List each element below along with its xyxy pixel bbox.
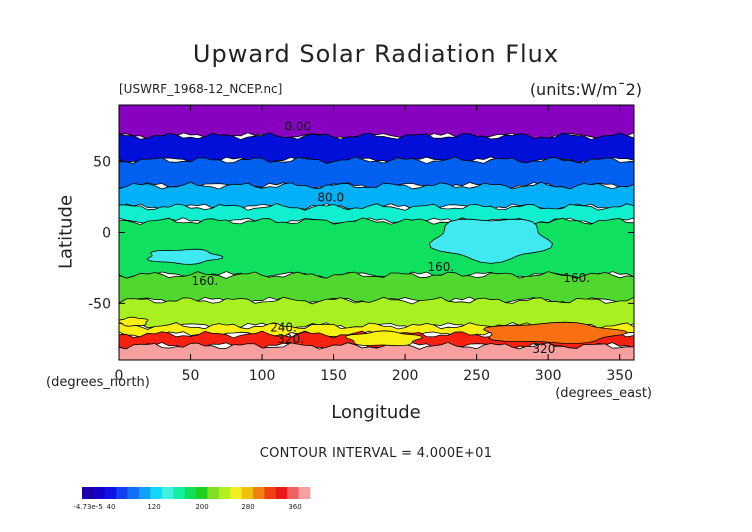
units-label: (units:W/m¯2)	[529, 80, 642, 99]
heatmap-patch	[482, 321, 628, 344]
colorbar-swatch	[196, 487, 208, 499]
contour-label: 160.	[428, 260, 455, 274]
colorbar-swatch	[93, 487, 106, 499]
colorbar-swatch	[139, 487, 151, 499]
colorbar-tick-label: 40	[107, 503, 116, 511]
heatmap-patch	[146, 248, 224, 265]
plot-area: 0.00 80.0 160. 160. 160. 240.320. 320	[119, 105, 634, 360]
heatmap-band	[119, 217, 634, 279]
colorbar-swatch	[298, 487, 311, 499]
file-identifier: [USWRF_1968-12_NCEP.nc]	[119, 82, 283, 96]
x-tick-label: 200	[392, 368, 419, 384]
contour-label: 320	[532, 342, 555, 356]
colorbar-swatch	[173, 487, 185, 499]
colorbar-tick-label: 200	[195, 503, 208, 511]
colorbar-tick-label: 120	[147, 503, 160, 511]
colorbar-tick-label: 280	[241, 503, 254, 511]
colorbar-swatch	[218, 487, 231, 499]
heatmap-band	[119, 132, 634, 165]
contour-label: 160.	[191, 274, 218, 288]
x-tick-label: 250	[463, 368, 490, 384]
colorbar-swatch	[127, 487, 140, 499]
contour-interval-text: CONTOUR INTERVAL = 4.000E+01	[259, 446, 493, 461]
chart-title: Upward Solar Radiation Flux	[192, 40, 560, 68]
colorbar-swatch	[275, 487, 288, 499]
x-axis-units: (degrees_east)	[555, 386, 652, 401]
colorbar-swatch	[253, 487, 265, 499]
colorbar-swatch	[230, 487, 242, 499]
colorbar-swatch	[241, 487, 254, 499]
colorbar-swatch	[184, 487, 197, 499]
colorbar-tick-label: -4.73e-5	[73, 503, 102, 511]
heatmap-band	[119, 322, 634, 339]
colorbar-tick-label: 360	[288, 503, 301, 511]
y-tick-label: -50	[88, 296, 111, 312]
colorbar-swatch	[161, 487, 174, 499]
x-tick-label: 50	[182, 368, 200, 384]
contour-label: 0.00	[284, 120, 311, 134]
contour-label: 320.	[277, 332, 304, 346]
contour-label: 80.0	[317, 190, 344, 204]
heatmap-patch	[428, 218, 553, 264]
heatmap-patch	[345, 330, 424, 347]
y-tick-label: 50	[93, 155, 111, 171]
x-tick-label: 150	[320, 368, 347, 384]
x-axis-label: Longitude	[331, 402, 421, 423]
colorbar-swatch	[104, 487, 117, 499]
x-tick-label: 350	[606, 368, 633, 384]
colorbar-swatch	[116, 487, 128, 499]
x-axis-sublabel: (degrees_north)	[46, 375, 150, 390]
x-tick-label: 100	[249, 368, 276, 384]
colorbar-swatch	[207, 487, 220, 499]
contour-label: 160.	[563, 271, 590, 285]
colorbar-swatch	[82, 487, 94, 499]
heatmap-band	[119, 105, 634, 141]
x-tick-label: 300	[535, 368, 562, 384]
heatmap-band	[119, 341, 634, 360]
colorbar-swatch	[264, 487, 277, 499]
heatmap-patch	[119, 316, 149, 327]
contour-label: 240.	[270, 321, 297, 335]
colorbar-swatch	[287, 487, 299, 499]
colorbar-swatch	[150, 487, 163, 499]
x-tick-label: 0	[115, 368, 124, 384]
y-tick-label: 0	[102, 226, 111, 242]
